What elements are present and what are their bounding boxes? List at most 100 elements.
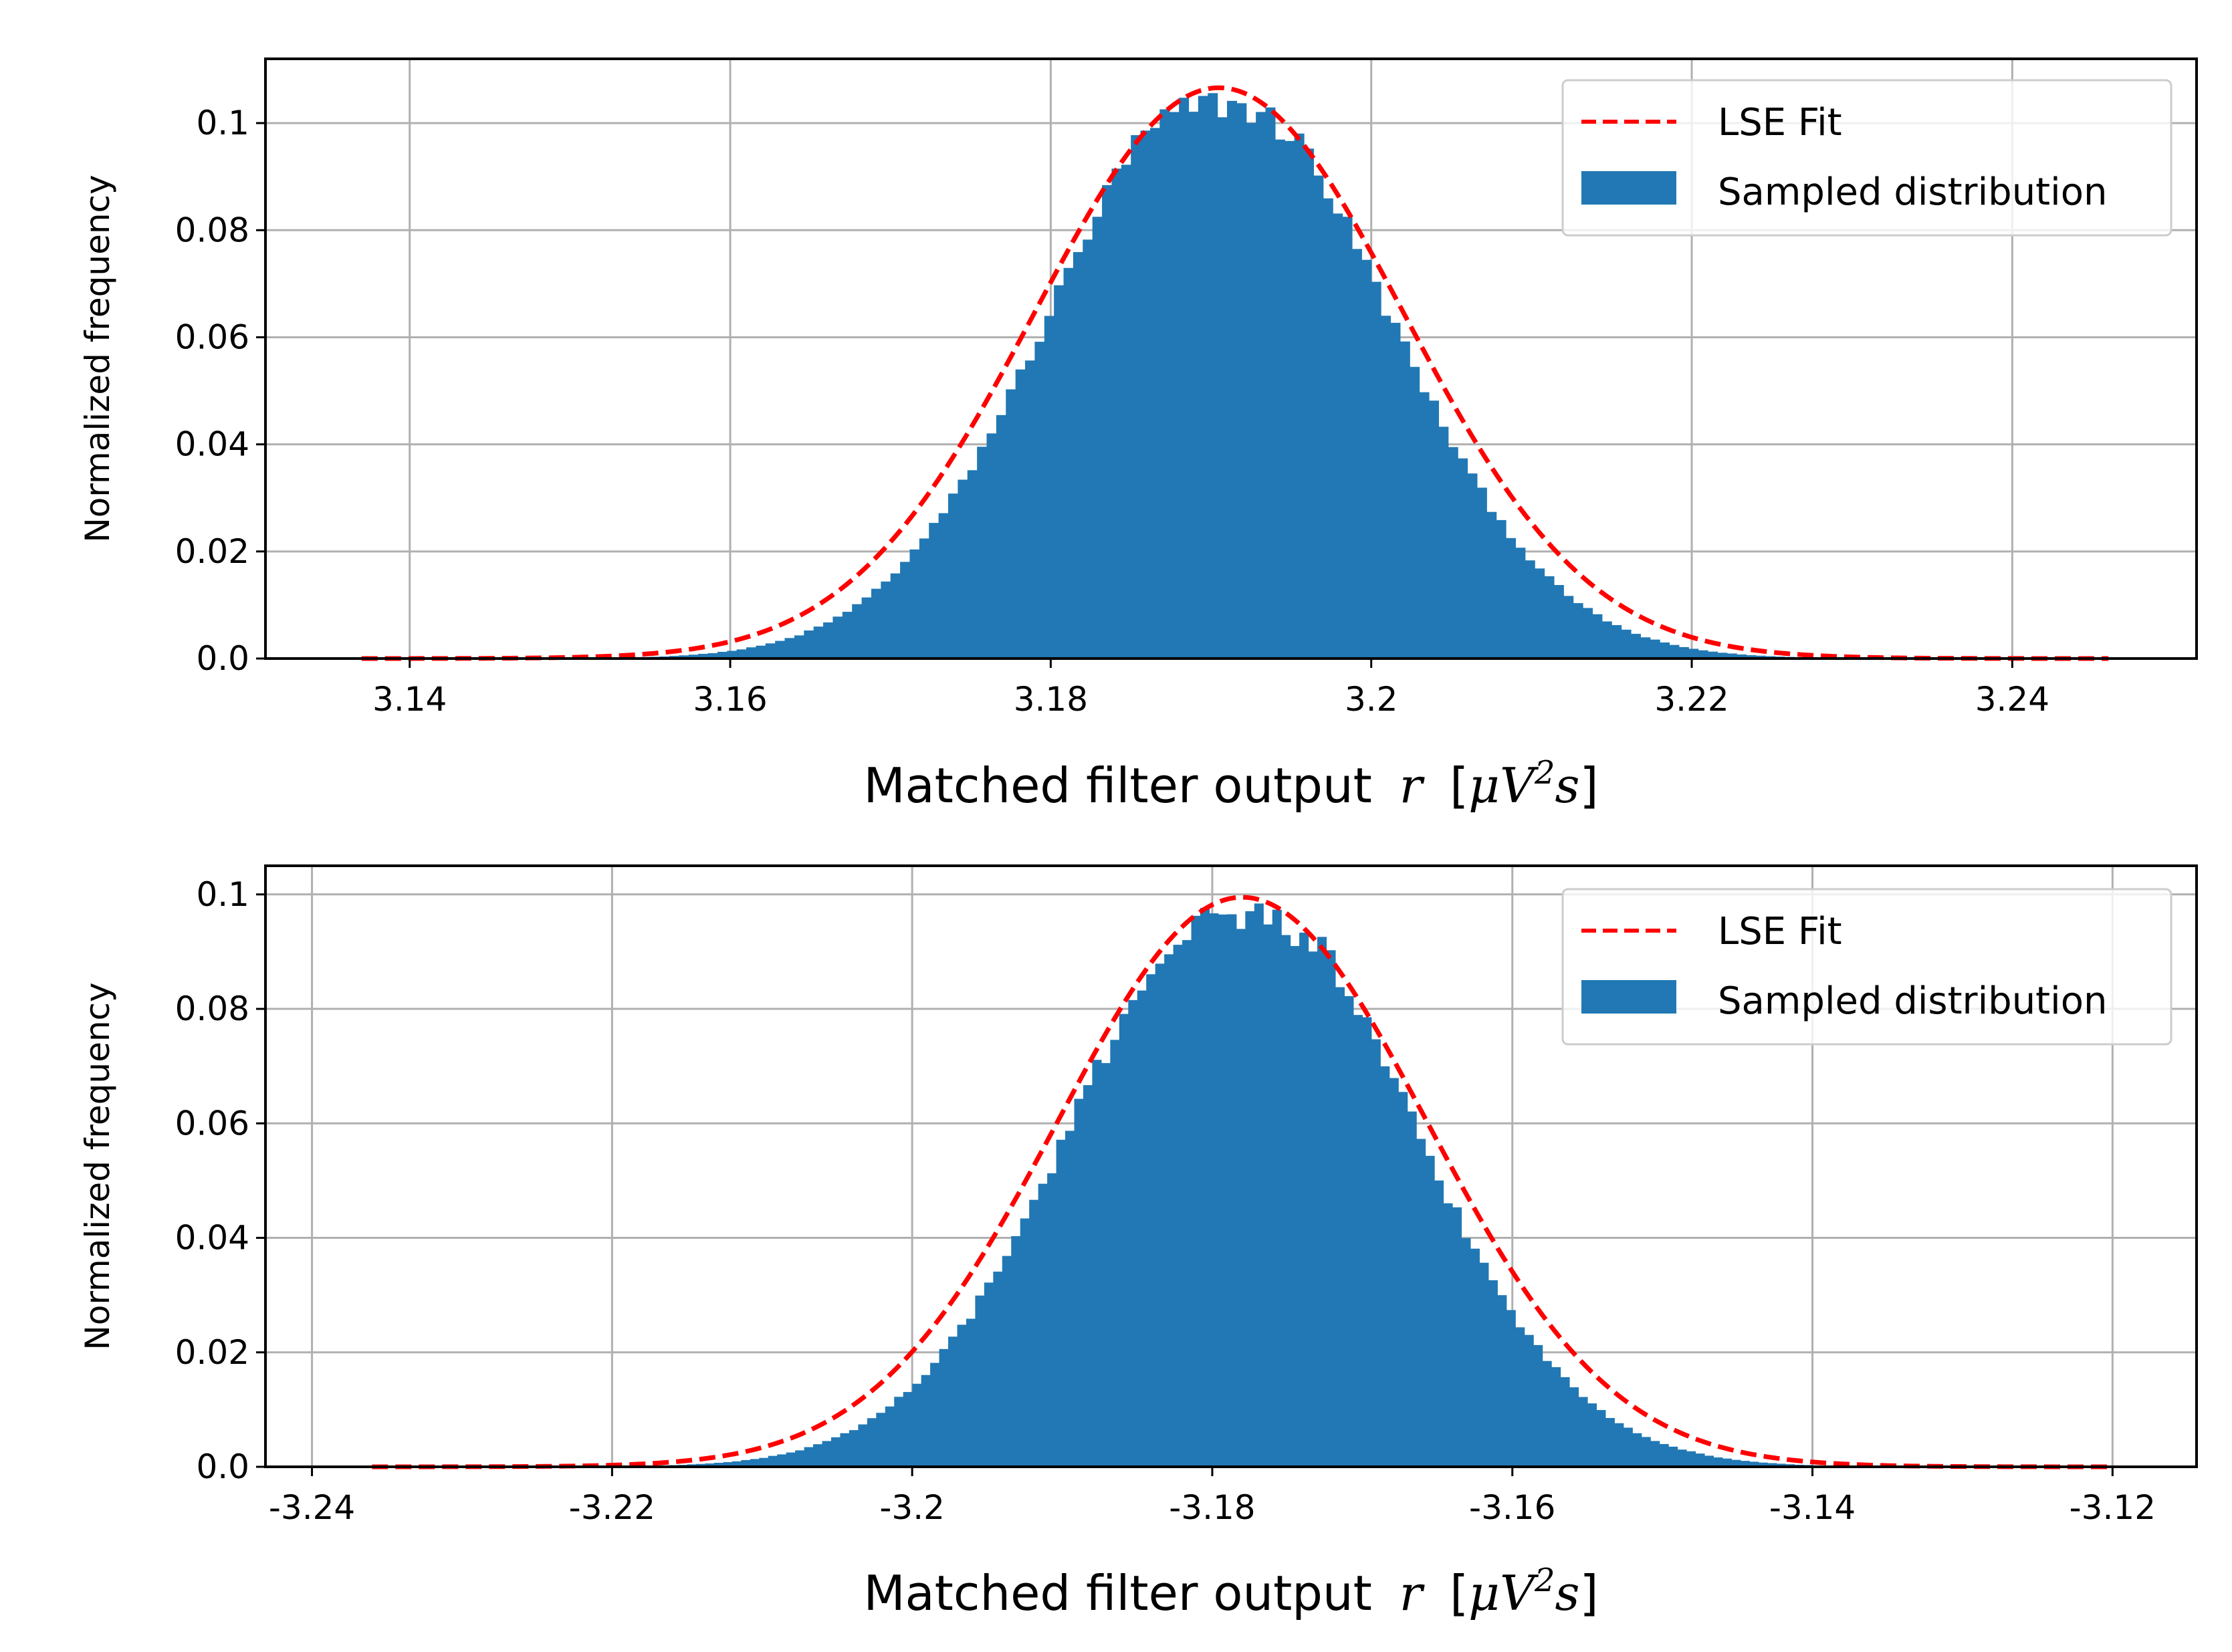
- top-x-ticks: 3.14 3.16 3.18 3.2 3.22 3.24: [372, 659, 2049, 719]
- bottom-histogram-bar: [912, 1383, 922, 1467]
- top-histogram-bar: [1563, 596, 1574, 659]
- top-histogram-chart: 3.14 3.16 3.18 3.2 3.22 3.24 0.00.020.040.060…: [78, 57, 2198, 814]
- top-histogram-bar: [1390, 322, 1401, 659]
- bottom-histogram-bar: [1425, 1155, 1435, 1467]
- bottom-histogram-bar: [1065, 1131, 1075, 1467]
- top-histogram-bar: [688, 655, 699, 659]
- bottom-histogram-bar: [1758, 1462, 1768, 1467]
- bottom-x-axis-label: Matched filter output r [μV2s]: [863, 1562, 1598, 1621]
- top-histogram-bar: [1265, 107, 1276, 659]
- top-y-ticks: 0.0 0.02 0.04 0.06 0.08 0.1: [175, 104, 265, 678]
- top-histogram-bar: [1285, 140, 1295, 659]
- top-histogram-bar: [813, 626, 824, 659]
- bottom-histogram-bar: [1218, 914, 1228, 1467]
- bottom-histogram-bar: [723, 1461, 733, 1467]
- bottom-histogram-bar: [741, 1459, 751, 1467]
- top-y-tick-label: 0.0: [196, 639, 249, 678]
- bottom-histogram-bar: [1164, 954, 1174, 1467]
- top-histogram-bar: [1149, 128, 1160, 659]
- bottom-histogram-bar: [732, 1461, 742, 1467]
- bottom-histogram-bar: [1650, 1441, 1660, 1467]
- bottom-histogram-bar: [1443, 1203, 1453, 1467]
- bottom-histogram-bar: [1704, 1455, 1714, 1467]
- bottom-histogram-bar: [1614, 1423, 1624, 1467]
- top-histogram-bar: [1025, 360, 1036, 659]
- bottom-histogram-bar: [1335, 987, 1345, 1467]
- bottom-y-ticks: 0.0 0.02 0.04 0.06 0.08 0.1: [175, 875, 265, 1486]
- bottom-histogram-bar: [1245, 911, 1255, 1467]
- bottom-histogram-bar: [1083, 1085, 1093, 1467]
- bottom-axes-frame: [264, 864, 2198, 1468]
- top-histogram-bar: [1621, 629, 1632, 659]
- bottom-histogram-bar: [1695, 1453, 1705, 1467]
- bottom-x-tick-label: -3.18: [1169, 1488, 1255, 1527]
- top-histogram-bar: [1381, 316, 1391, 659]
- top-histogram-bar: [871, 588, 881, 659]
- bottom-histogram-bar: [1155, 963, 1165, 1467]
- top-histogram-bar: [1111, 168, 1122, 659]
- top-histogram-bar: [900, 562, 911, 659]
- bottom-histogram-bar: [1092, 1060, 1102, 1467]
- top-histogram-bar: [1102, 185, 1113, 659]
- top-histogram-bar: [861, 597, 872, 659]
- bottom-histogram-bar: [759, 1457, 769, 1467]
- top-histogram-bar: [823, 622, 834, 659]
- bottom-histogram-bar: [1686, 1451, 1696, 1467]
- top-histogram-bar: [1092, 217, 1103, 659]
- top-histogram-bar: [1063, 267, 1074, 659]
- top-histogram-bar: [1669, 644, 1680, 659]
- bottom-histogram-bar: [1560, 1377, 1570, 1467]
- bottom-histogram-bar: [1578, 1397, 1588, 1467]
- top-histogram-bar: [1371, 281, 1381, 659]
- top-axes-frame: [264, 57, 2198, 660]
- bottom-histogram-bar: [885, 1406, 895, 1467]
- top-y-tick-label: 0.1: [196, 104, 249, 142]
- top-histogram-bar: [1486, 511, 1497, 659]
- bottom-histogram-bar: [1776, 1463, 1786, 1467]
- top-legend-fit-label: LSE Fit: [1718, 101, 1842, 144]
- top-histogram-bar: [832, 616, 843, 659]
- top-y-tick-label: 0.08: [175, 211, 249, 249]
- bottom-histogram-bar: [1488, 1280, 1498, 1467]
- bottom-histogram-bar: [930, 1363, 940, 1467]
- top-histogram-bar: [947, 493, 958, 659]
- bottom-histogram-bar: [1542, 1361, 1552, 1467]
- bottom-y-tick-label: 0.1: [196, 875, 249, 914]
- bottom-histogram-bar: [786, 1452, 796, 1467]
- bottom-histogram-bar: [830, 1437, 841, 1467]
- bottom-legend-box: [1561, 888, 2172, 1046]
- bottom-legend-fit-label: LSE Fit: [1718, 910, 1842, 953]
- bottom-histogram-bar: [1200, 907, 1210, 1467]
- top-histogram-bar: [1188, 112, 1199, 659]
- bottom-histogram-bar: [975, 1295, 985, 1467]
- top-histogram-bar: [746, 647, 756, 659]
- top-histogram-bar: [1755, 655, 1766, 659]
- bottom-histogram-bar: [750, 1459, 760, 1467]
- bottom-legend-histogram-label: Sampled distribution: [1718, 979, 2107, 1023]
- top-histogram-bars: [563, 93, 1872, 659]
- bottom-histogram-bar: [1290, 946, 1300, 1467]
- bottom-histogram-bar: [1596, 1410, 1606, 1467]
- top-histogram-bar: [1438, 427, 1449, 659]
- top-histogram-bar: [929, 523, 939, 659]
- top-legend: LSE Fit Sampled distribution: [1561, 79, 2172, 237]
- top-histogram-bar: [1737, 654, 1747, 659]
- top-histogram-bar: [717, 651, 728, 659]
- top-histogram-bar: [919, 538, 929, 659]
- top-histogram-bar: [1044, 316, 1054, 659]
- top-histogram-bar: [1630, 634, 1641, 659]
- bottom-histogram-bar: [1668, 1446, 1678, 1467]
- top-histogram-bar: [1525, 560, 1535, 659]
- bottom-histogram-bar: [705, 1463, 715, 1467]
- top-histogram-bar: [1159, 109, 1170, 659]
- bottom-histogram-bar: [867, 1418, 877, 1467]
- bottom-y-tick-label: 0.06: [175, 1104, 249, 1143]
- top-histogram-bar: [1458, 458, 1468, 659]
- bottom-x-tick-label: -3.24: [269, 1488, 355, 1527]
- bottom-y-tick-label: 0.04: [175, 1219, 249, 1258]
- bottom-histogram-bar: [804, 1447, 814, 1467]
- top-histogram-bar: [679, 655, 689, 659]
- bottom-histogram-bar: [1101, 1063, 1111, 1467]
- top-histogram-bar: [1650, 639, 1660, 659]
- bottom-histogram-bar: [894, 1397, 904, 1467]
